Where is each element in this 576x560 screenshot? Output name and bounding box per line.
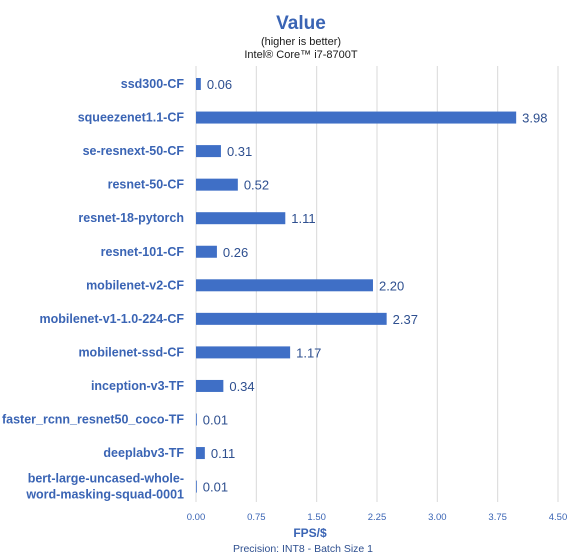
data-label: 0.06	[207, 77, 232, 92]
bar	[196, 178, 238, 191]
bar	[196, 145, 221, 158]
category-label-line: mobilenet-v2-CF	[86, 278, 184, 292]
data-label: 2.37	[393, 312, 418, 327]
bar	[196, 447, 205, 460]
category-label: mobilenet-v2-CF	[86, 278, 184, 292]
bar	[196, 245, 217, 258]
x-axis-title: FPS/$	[293, 526, 327, 540]
bar	[196, 480, 197, 493]
x-tick-label: 0.00	[187, 512, 206, 523]
x-tick-label: 0.75	[247, 512, 266, 523]
data-label: 1.17	[296, 345, 321, 360]
category-label-line: resnet-50-CF	[108, 178, 185, 192]
category-label-line: word-masking-squad-0001	[25, 488, 184, 502]
category-label-line: inception-v3-TF	[91, 379, 184, 393]
category-label: se-resnext-50-CF	[83, 144, 185, 158]
bar	[196, 413, 197, 426]
category-label: inception-v3-TF	[91, 379, 184, 393]
data-label: 2.20	[379, 278, 404, 293]
category-label: faster_rcnn_resnet50_coco-TF	[2, 413, 184, 427]
category-label: deeplabv3-TF	[103, 446, 184, 460]
category-label: mobilenet-ssd-CF	[78, 345, 184, 359]
category-label: bert-large-uncased-whole-word-masking-sq…	[25, 472, 184, 502]
category-label-line: deeplabv3-TF	[103, 446, 184, 460]
data-label: 3.98	[522, 111, 547, 126]
category-label: ssd300-CF	[121, 77, 185, 91]
bar	[196, 111, 517, 124]
category-label-line: resnet-18-pytorch	[78, 211, 184, 225]
category-label: mobilenet-v1-1.0-224-CF	[40, 312, 185, 326]
data-label: 0.31	[227, 144, 252, 159]
data-label: 0.52	[244, 178, 269, 193]
category-label-line: faster_rcnn_resnet50_coco-TF	[2, 413, 184, 427]
category-label-line: mobilenet-v1-1.0-224-CF	[40, 312, 185, 326]
chart-footnote: Precision: INT8 - Batch Size 1	[233, 543, 373, 555]
x-tick-label: 1.50	[307, 512, 326, 523]
chart-processor-label: Intel® Core™ i7-8700T	[244, 49, 358, 61]
category-label: squeezenet1.1-CF	[78, 111, 185, 125]
bar	[196, 379, 224, 392]
bars: 0.06 3.98 0.31 0.52 1.11 0.26 2.20 2.37 1.17 0.34…	[196, 77, 547, 495]
data-label: 0.01	[203, 413, 228, 428]
data-label: 0.01	[203, 480, 228, 495]
bar	[196, 78, 201, 90]
bar	[196, 312, 387, 325]
category-label-line: bert-large-uncased-whole-	[28, 472, 184, 486]
category-labels: ssd300-CF squeezenet1.1-CF se-resnext-50-C…	[2, 77, 184, 502]
data-label: 0.26	[223, 245, 248, 260]
x-tick-label: 4.50	[549, 512, 568, 523]
data-label: 1.11	[291, 211, 315, 226]
chart-title: Value	[276, 13, 326, 34]
category-label-line: mobilenet-ssd-CF	[78, 345, 184, 359]
x-axis-ticks: 0.00 0.75 1.50 2.25 3.00 3.75 4.50	[187, 512, 568, 523]
bar	[196, 212, 286, 225]
category-label-line: se-resnext-50-CF	[83, 144, 185, 158]
category-label: resnet-101-CF	[101, 245, 185, 259]
data-label: 0.34	[229, 379, 254, 394]
x-tick-label: 3.75	[488, 512, 507, 523]
chart-subtitle: (higher is better)	[261, 36, 341, 48]
x-tick-label: 2.25	[368, 512, 387, 523]
bar	[196, 279, 373, 292]
category-label-line: resnet-101-CF	[101, 245, 185, 259]
x-tick-label: 3.00	[428, 512, 447, 523]
category-label: resnet-18-pytorch	[78, 211, 184, 225]
category-label-line: ssd300-CF	[121, 77, 185, 91]
category-label: resnet-50-CF	[108, 178, 185, 192]
bar	[196, 346, 291, 359]
data-label: 0.11	[211, 446, 235, 461]
category-label-line: squeezenet1.1-CF	[78, 111, 185, 125]
